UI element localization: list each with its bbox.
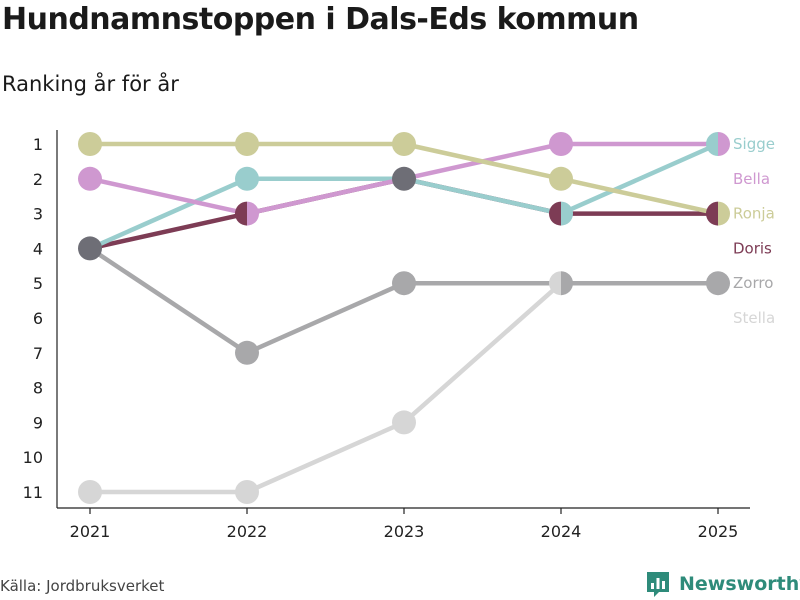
data-point-2024-rank-1[interactable] bbox=[549, 132, 573, 156]
series-label-doris: Doris bbox=[733, 239, 772, 257]
y-tick-label: 6 bbox=[33, 309, 43, 328]
series-lines bbox=[87, 141, 721, 495]
series-label-stella: Stella bbox=[733, 309, 775, 327]
x-tick-label: 2024 bbox=[541, 522, 582, 541]
y-tick-label: 8 bbox=[33, 379, 43, 398]
y-tick-label: 2 bbox=[33, 170, 43, 189]
y-tick-label: 5 bbox=[33, 274, 43, 293]
chart-subtitle: Ranking år för år bbox=[2, 72, 179, 96]
y-tick-label: 4 bbox=[33, 239, 43, 258]
data-point-2024-rank-2[interactable] bbox=[549, 166, 573, 191]
data-point-2024-rank-3-right-half bbox=[561, 201, 573, 226]
source-note: Källa: Jordbruksverket bbox=[0, 577, 165, 595]
y-tick-label: 1 bbox=[33, 135, 43, 154]
x-tick-label: 2022 bbox=[227, 522, 268, 541]
bar-chart-logo-icon bbox=[647, 572, 669, 597]
series-line-stella bbox=[87, 280, 564, 495]
series-line-sigge bbox=[87, 141, 721, 251]
data-point-2023-rank-2[interactable] bbox=[392, 166, 416, 191]
series-label-bella: Bella bbox=[733, 170, 770, 188]
series-points bbox=[78, 132, 730, 504]
data-point-2022-rank-3-left-half bbox=[235, 201, 247, 226]
brand-name: Newsworthy bbox=[679, 573, 800, 595]
x-tick-label: 2023 bbox=[384, 522, 425, 541]
data-point-2025-rank-3-right-half bbox=[718, 201, 730, 226]
data-point-2025-rank-1-right-half bbox=[718, 132, 730, 156]
x-tick-label: 2025 bbox=[698, 522, 739, 541]
data-point-2022-rank-3-right-half bbox=[247, 201, 259, 226]
data-point-2022-rank-3[interactable] bbox=[235, 201, 259, 226]
y-tick-label: 10 bbox=[23, 448, 43, 467]
axes: 1 2 3 4 5 6 7 8 9 10 11 2021 2022 2023 2024 2025 bbox=[23, 130, 750, 541]
x-tick-label: 2021 bbox=[70, 522, 111, 541]
data-point-2024-rank-3-left-half bbox=[549, 201, 561, 226]
brand-logo[interactable]: Newsworthy bbox=[645, 570, 800, 598]
data-point-2022-rank-2[interactable] bbox=[235, 166, 259, 191]
series-label-ronja: Ronja bbox=[733, 205, 775, 223]
data-point-2025-rank-1[interactable] bbox=[706, 132, 730, 156]
series-label-zorro: Zorro bbox=[733, 274, 773, 292]
series-label-sigge: Sigge bbox=[733, 135, 775, 153]
data-point-2025-rank-5[interactable] bbox=[706, 271, 730, 296]
y-tick-label: 9 bbox=[33, 413, 43, 432]
y-tick-label: 7 bbox=[33, 344, 43, 363]
data-point-2024-rank-5[interactable] bbox=[549, 271, 573, 296]
chart-title: Hundnamnstoppen i Dals-Eds kommun bbox=[2, 2, 639, 37]
series-line-zorro bbox=[87, 246, 721, 356]
data-point-2022-rank-1[interactable] bbox=[235, 132, 259, 156]
data-point-2023-rank-9[interactable] bbox=[392, 410, 416, 435]
data-point-2024-rank-5-right-half bbox=[561, 271, 573, 296]
data-point-2024-rank-5-left-half bbox=[549, 271, 561, 296]
series-labels: Sigge Bella Ronja Doris Zorro Stella bbox=[733, 135, 775, 327]
data-point-2021-rank-11[interactable] bbox=[78, 480, 102, 504]
data-point-2025-rank-3-left-half bbox=[706, 201, 718, 226]
data-point-2021-rank-2[interactable] bbox=[78, 166, 102, 191]
data-point-2024-rank-3[interactable] bbox=[549, 201, 573, 226]
data-point-2021-rank-4[interactable] bbox=[78, 236, 102, 261]
y-tick-label: 11 bbox=[23, 483, 43, 502]
y-tick-label: 3 bbox=[33, 205, 43, 224]
data-point-2025-rank-3[interactable] bbox=[706, 201, 730, 226]
data-point-2023-rank-5[interactable] bbox=[392, 271, 416, 296]
data-point-2023-rank-1[interactable] bbox=[392, 132, 416, 156]
data-point-2022-rank-11[interactable] bbox=[235, 480, 259, 504]
data-point-2025-rank-1-left-half bbox=[706, 132, 718, 156]
data-point-2022-rank-7[interactable] bbox=[235, 340, 259, 365]
data-point-2021-rank-1[interactable] bbox=[78, 132, 102, 156]
